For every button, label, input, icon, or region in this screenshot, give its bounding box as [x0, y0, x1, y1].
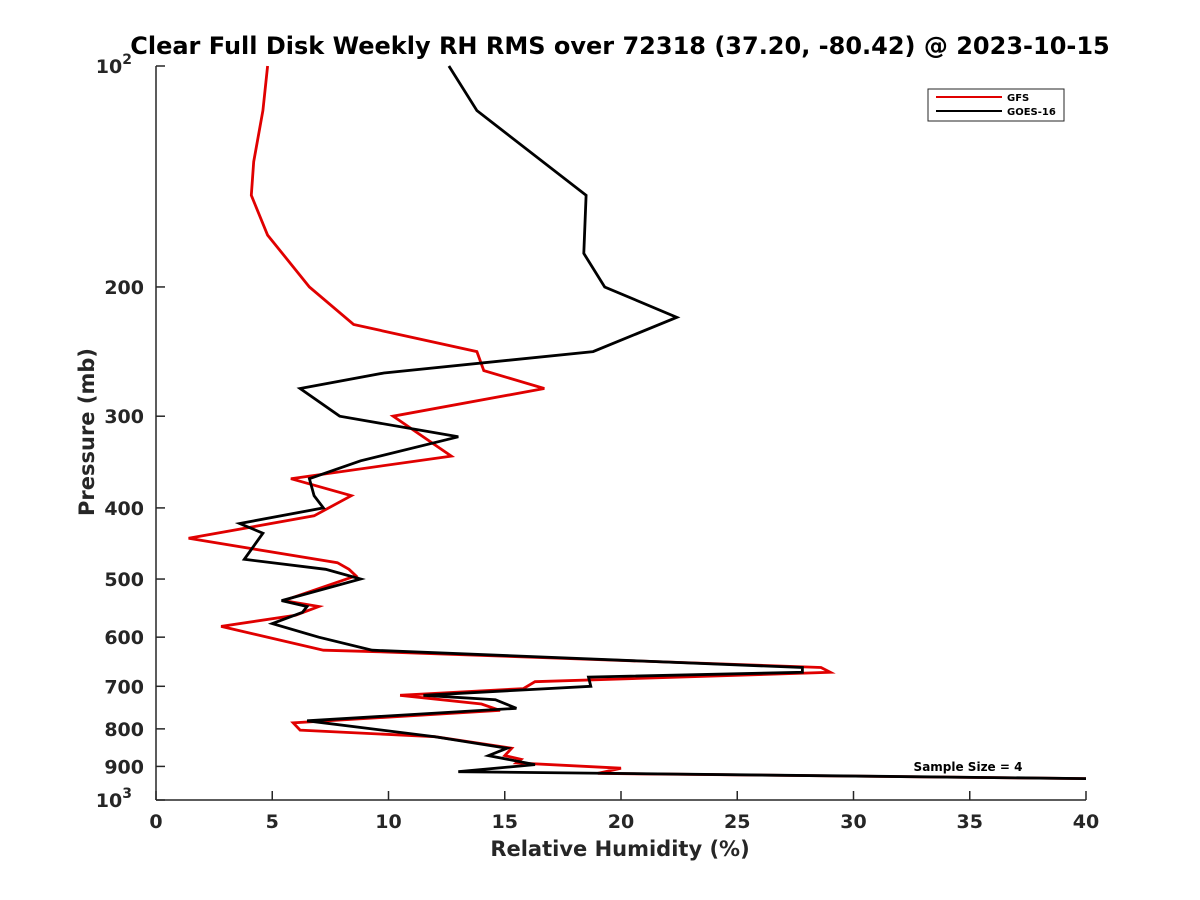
- sample-size-annotation: Sample Size = 4: [914, 760, 1023, 774]
- y-tick-label: 300: [104, 406, 144, 428]
- y-tick-base: 10: [96, 790, 122, 812]
- axis-ticks: 0 5 10 15 20 25 30 35 40102200300400500600700800…: [96, 52, 1099, 833]
- y-axis-label: Pressure (mb): [75, 348, 99, 516]
- x-tick-label: 10: [375, 811, 401, 833]
- y-tick-label: 103: [96, 786, 132, 812]
- y-tick-label: 900: [104, 756, 144, 778]
- x-tick-label: 25: [724, 811, 750, 833]
- legend: GFS GOES-16: [927, 88, 1065, 122]
- series-line-goes-16: [234, 65, 1087, 780]
- y-tick-label: 600: [104, 627, 144, 649]
- plot-area: 0 5 10 15 20 25 30 35 40102200300400500600700800…: [96, 52, 1099, 833]
- y-tick-exponent: 3: [122, 786, 132, 802]
- series-lines: [188, 65, 1087, 780]
- y-tick-label: 800: [104, 719, 144, 741]
- x-axis-label: Relative Humidity (%): [490, 837, 749, 861]
- x-tick-label: 20: [608, 811, 634, 833]
- series-line-gfs: [188, 65, 1087, 780]
- x-tick-label: 35: [957, 811, 983, 833]
- y-tick-label: 500: [104, 569, 144, 591]
- y-tick-base: 10: [96, 56, 122, 78]
- y-tick-label: 700: [104, 676, 144, 698]
- x-tick-label: 5: [266, 811, 279, 833]
- x-tick-label: 30: [840, 811, 866, 833]
- y-tick-label: 200: [104, 277, 144, 299]
- chart-title: Clear Full Disk Weekly RH RMS over 72318…: [130, 32, 1110, 60]
- x-tick-label: 15: [492, 811, 518, 833]
- y-tick-exponent: 2: [122, 52, 132, 68]
- legend-label-gfs: GFS: [1007, 93, 1029, 104]
- x-tick-label: 40: [1073, 811, 1099, 833]
- y-tick-label: 400: [104, 498, 144, 520]
- x-tick-label: 0: [149, 811, 162, 833]
- legend-box: [927, 88, 1065, 122]
- y-tick-label: 102: [96, 52, 132, 78]
- legend-label-goes-16: GOES-16: [1007, 107, 1056, 118]
